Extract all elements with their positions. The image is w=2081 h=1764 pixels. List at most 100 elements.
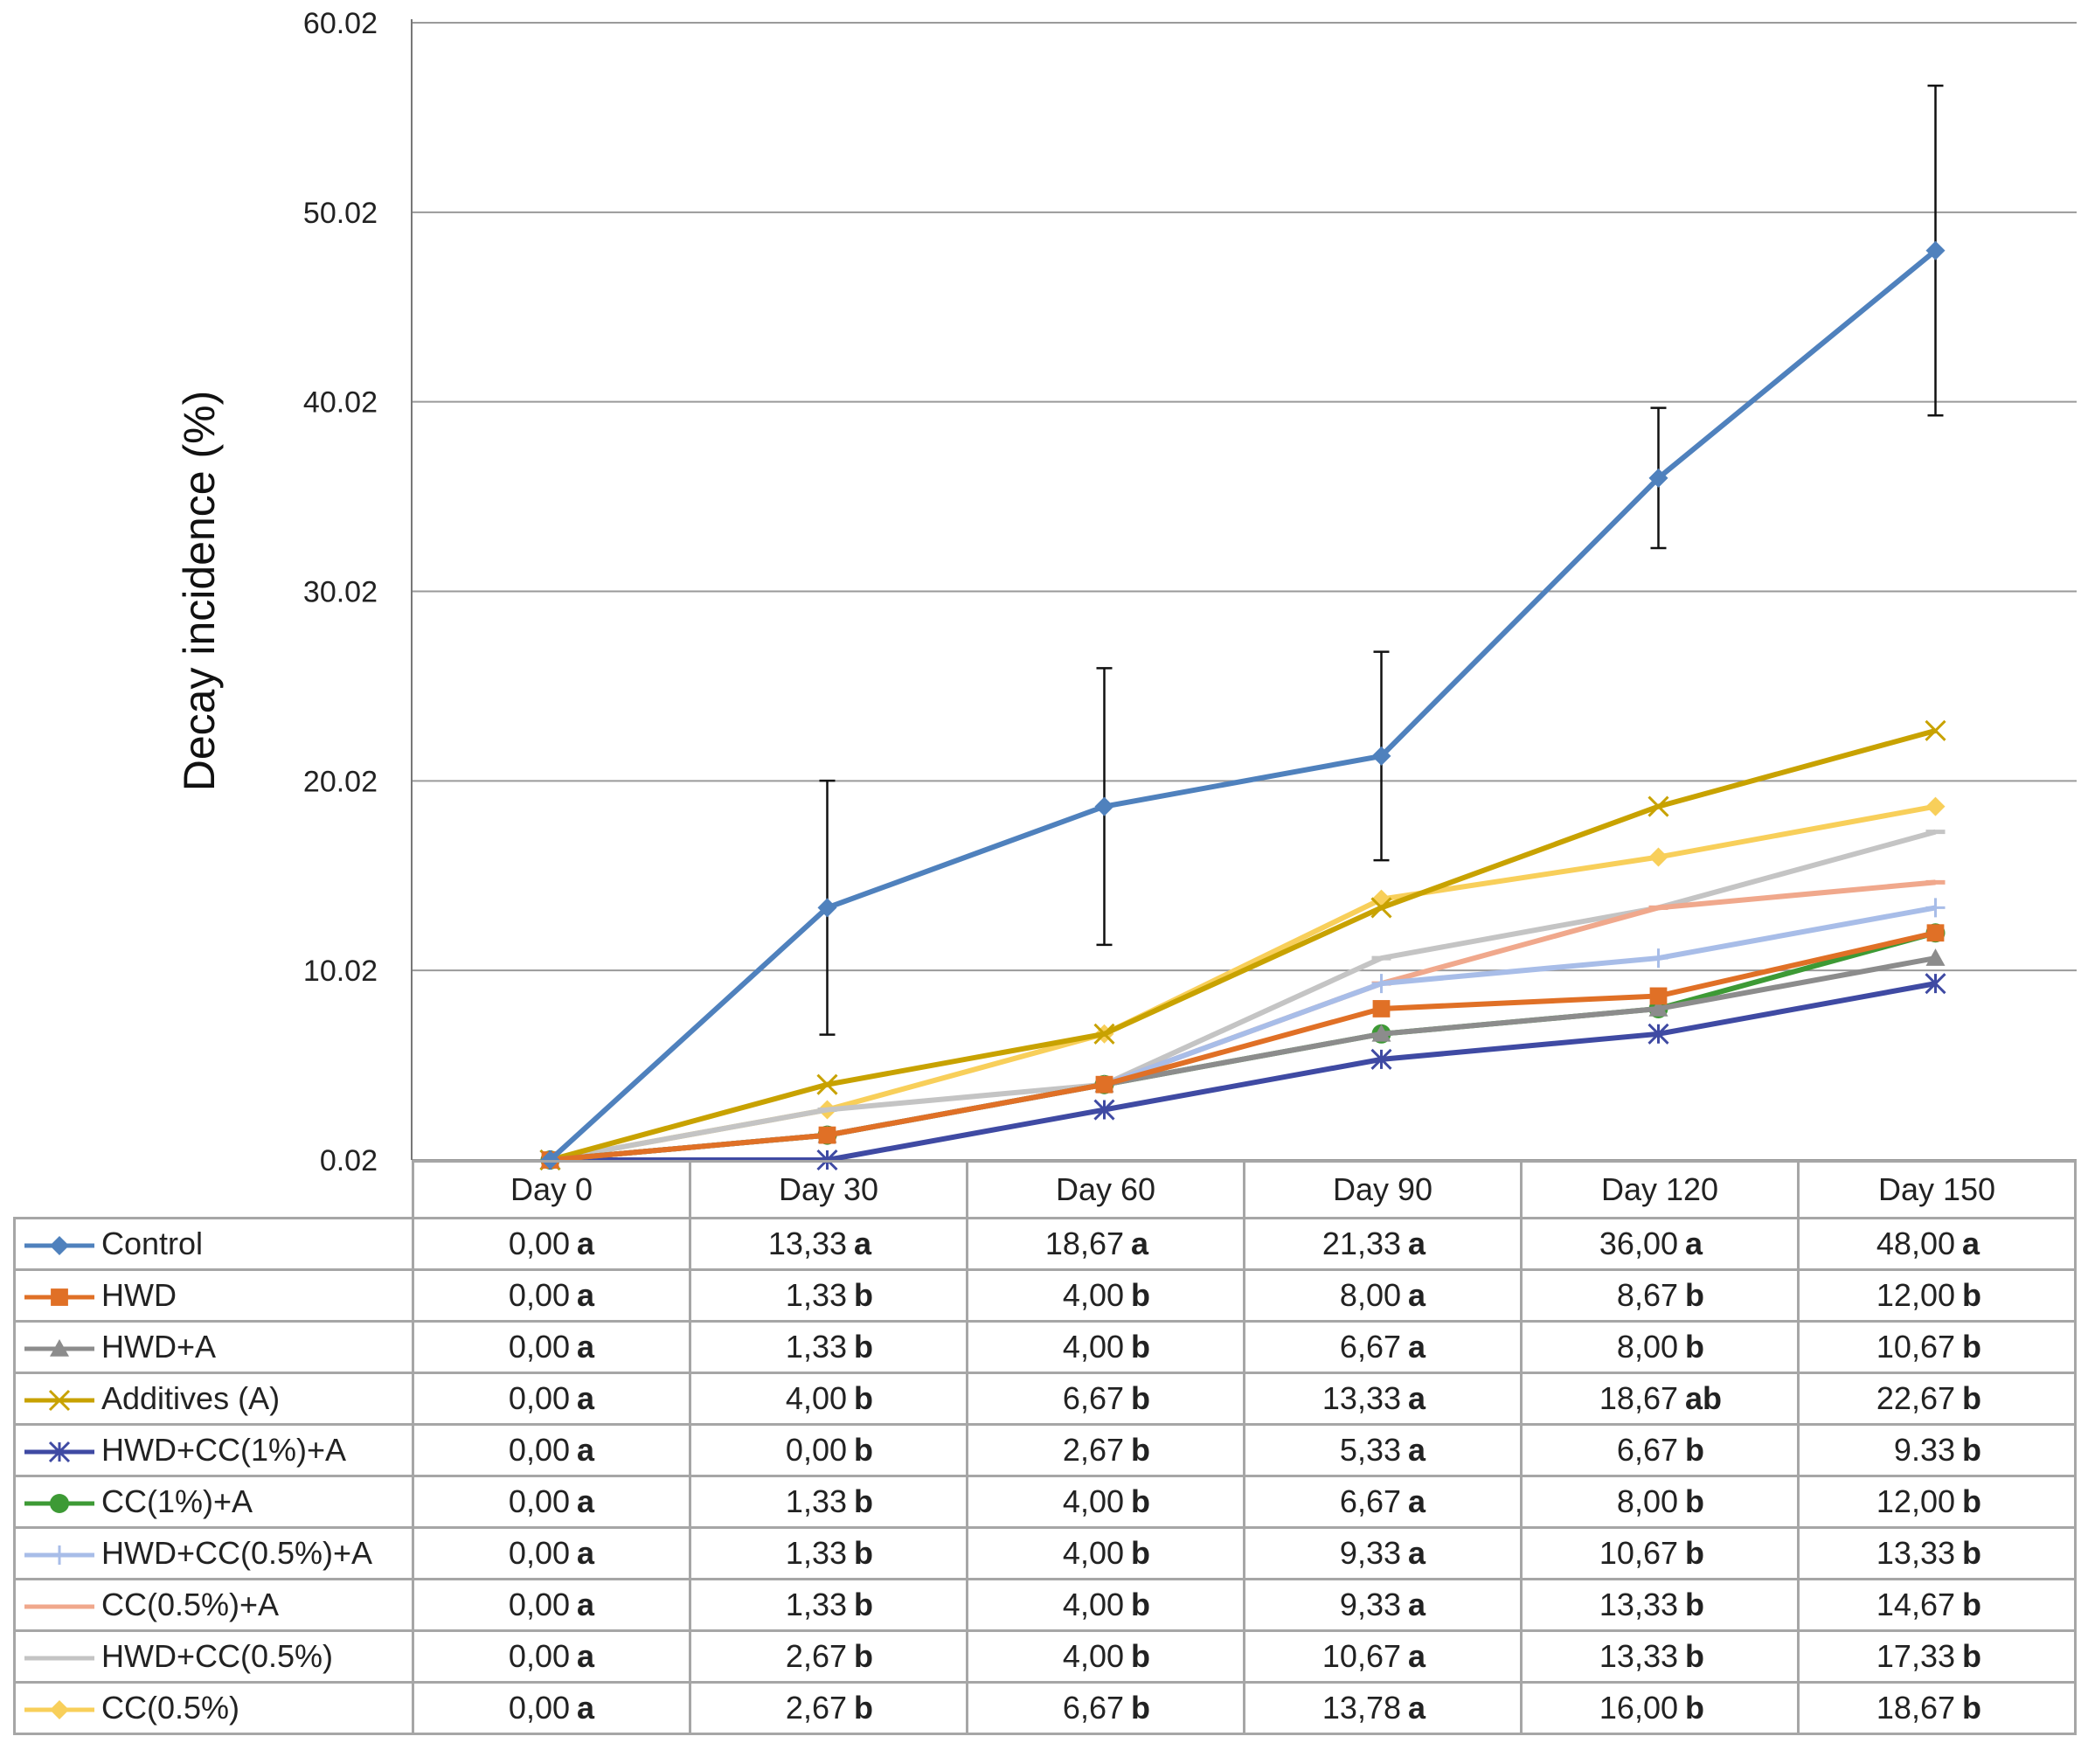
value: 13,78: [1321, 1690, 1401, 1726]
series-label: HWD+CC(0.5%): [101, 1638, 334, 1674]
data-point-x: [1370, 897, 1392, 919]
y-axis-label: Decay incidence (%): [175, 390, 224, 792]
value: 21,33: [1321, 1226, 1401, 1261]
significance-letter: a: [577, 1483, 595, 1519]
value-cell: 9,33 a: [1243, 1526, 1523, 1580]
significance-letter: b: [1685, 1535, 1704, 1571]
series-label: HWD+CC(1%)+A: [101, 1432, 347, 1468]
value: 36,00: [1599, 1226, 1678, 1261]
data-point-plus: [1371, 974, 1391, 994]
value: 13,33: [1321, 1380, 1401, 1416]
value: 0,00: [785, 1432, 847, 1468]
data-point-diamond: [817, 898, 837, 918]
value: 17,33: [1876, 1638, 1955, 1674]
significance-letter: b: [1962, 1587, 1981, 1622]
legend-triangle-icon: [24, 1339, 94, 1358]
value-cell: 6,67 a: [1243, 1475, 1523, 1529]
significance-letter: a: [577, 1277, 595, 1313]
significance-letter: a: [577, 1587, 595, 1622]
significance-letter: b: [1962, 1277, 1981, 1313]
series-label: HWD+A: [101, 1329, 217, 1365]
table-row: Additives (A) 0,00 a 4,00 b 6,67 b 13,33 a 18,67 a…: [13, 1372, 2077, 1426]
series-line: [549, 727, 1937, 1163]
significance-letter: b: [854, 1638, 873, 1674]
y-tick-label: 20.02: [303, 765, 378, 798]
significance-letter: b: [1962, 1690, 1981, 1726]
data-point-square: [1372, 1000, 1391, 1017]
value-cell: 4,00 b: [966, 1629, 1245, 1684]
value-cell: 10,67 b: [1797, 1320, 2077, 1374]
value: 6,67: [1062, 1690, 1124, 1726]
series-line: [548, 248, 1938, 1163]
value: 12,00: [1876, 1277, 1955, 1313]
significance-letter: a: [854, 1226, 872, 1261]
value-cell: 8,00 b: [1520, 1320, 1800, 1374]
significance-letter: b: [1131, 1535, 1150, 1571]
significance-letter: b: [1962, 1535, 1981, 1571]
data-point-x: [1647, 795, 1669, 817]
value: 6,67: [1339, 1483, 1401, 1519]
value: 22,67: [1876, 1380, 1955, 1416]
significance-letter: b: [1962, 1638, 1981, 1674]
significance-letter: b: [854, 1690, 873, 1726]
value-cell: 9,33 a: [1243, 1578, 1523, 1632]
value-cell: 2,67 b: [966, 1423, 1245, 1477]
significance-letter: b: [1131, 1432, 1150, 1468]
value: 4,00: [1062, 1277, 1124, 1313]
table-row: HWD 0,00 a 1,33 b 4,00 b 8,00 a 8,67 b 12,00 b: [13, 1268, 2077, 1323]
series-hwd: [541, 924, 1945, 1169]
data-point-diamond: [50, 1700, 69, 1720]
value: 9,33: [1339, 1587, 1401, 1622]
value-cell: 1,33 b: [689, 1475, 968, 1529]
value-cell: 2,67 b: [689, 1681, 968, 1735]
value: 0,00: [508, 1380, 570, 1416]
data-point-asterisk: [1370, 1048, 1392, 1070]
column-header: Day 30: [689, 1160, 968, 1219]
significance-letter: b: [854, 1329, 873, 1365]
value: 0,00: [508, 1483, 570, 1519]
significance-letter: b: [1962, 1329, 1981, 1365]
value: 0,00: [508, 1432, 570, 1468]
value-cell: 0,00 a: [412, 1320, 691, 1374]
significance-letter: a: [577, 1690, 595, 1726]
legend-plus-icon: [24, 1545, 94, 1566]
significance-letter: b: [1131, 1483, 1150, 1519]
significance-letter: a: [1408, 1638, 1426, 1674]
data-table: Day 0 Day 30 Day 60 Day 90 Day 120 Day 150 Co…: [13, 1160, 2077, 1735]
value: 4,00: [1062, 1535, 1124, 1571]
data-point-asterisk: [1093, 1099, 1115, 1121]
value-cell: 6,67 a: [1243, 1320, 1523, 1374]
value: 1,33: [785, 1483, 847, 1519]
value: 18,67: [1876, 1690, 1955, 1726]
series-label: Additives (A): [101, 1380, 281, 1416]
value: 1,33: [785, 1329, 847, 1365]
significance-letter: a: [1685, 1226, 1703, 1261]
significance-letter: b: [1962, 1483, 1981, 1519]
value: 13,33: [1599, 1587, 1678, 1622]
value: 0,00: [508, 1277, 570, 1313]
data-point-x: [48, 1390, 71, 1412]
legend-circle-icon: [24, 1494, 94, 1514]
data-point-diamond: [1094, 796, 1114, 816]
data-point-diamond: [1648, 468, 1668, 488]
value: 0,00: [508, 1638, 570, 1674]
value: 4,00: [1062, 1329, 1124, 1365]
legend-cell: Control: [13, 1217, 414, 1271]
data-point-circle: [50, 1494, 69, 1514]
table-corner: [14, 1161, 413, 1219]
data-point-triangle: [1371, 1024, 1391, 1042]
significance-letter: b: [854, 1432, 873, 1468]
series-line: [549, 803, 1937, 1163]
significance-letter: b: [1131, 1329, 1150, 1365]
legend-dash-icon: [24, 1656, 94, 1661]
value-cell: 4,00 b: [966, 1475, 1245, 1529]
significance-letter: a: [577, 1329, 595, 1365]
significance-letter: a: [577, 1638, 595, 1674]
value: 8,00: [1616, 1329, 1678, 1365]
value-cell: 0,00 a: [412, 1475, 691, 1529]
series-label: HWD+CC(0.5%)+A: [101, 1535, 373, 1571]
legend-cell: CC(0.5%)+A: [13, 1578, 414, 1632]
significance-letter: a: [1408, 1329, 1426, 1365]
significance-letter: b: [1131, 1690, 1150, 1726]
value: 6,67: [1339, 1329, 1401, 1365]
